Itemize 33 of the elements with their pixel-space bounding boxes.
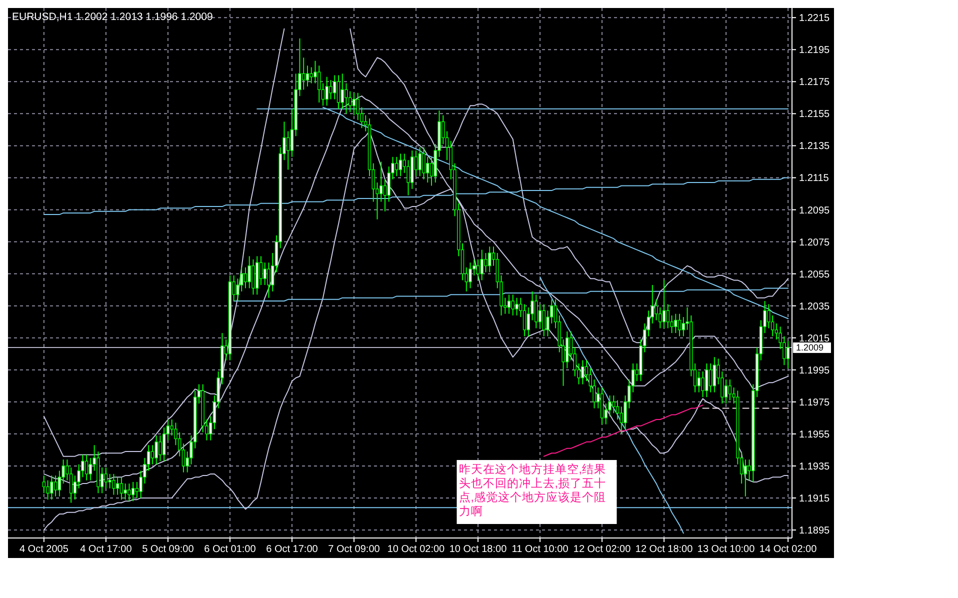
x-tick-label: 12 Oct 02:00 [573, 544, 632, 555]
y-tick-label: 1.1935 [799, 461, 830, 472]
annotation: 昨天在这个地方挂单空,结果头也不回的冲上去,损了五十点,感觉这个地方应该是个阻力啊 [458, 462, 606, 518]
x-tick-label: 11 Oct 10:00 [512, 544, 569, 555]
x-tick-label: 10 Oct 18:00 [449, 544, 508, 555]
x-tick-label: 12 Oct 18:00 [635, 544, 694, 555]
x-tick-label: 13 Oct 10:00 [697, 544, 756, 555]
y-tick-label: 1.2155 [799, 109, 830, 120]
y-tick-label: 1.1995 [799, 365, 830, 376]
x-tick-label: 14 Oct 02:00 [759, 544, 818, 555]
x-tick-label: 4 Oct 2005 [19, 544, 69, 555]
y-tick-label: 1.2035 [799, 301, 830, 312]
x-tick-label: 6 Oct 01:00 [204, 544, 256, 555]
y-tick-label: 1.2175 [799, 77, 830, 88]
y-tick-label: 1.2135 [799, 141, 830, 152]
y-tick-label: 1.2095 [799, 205, 830, 216]
y-tick-label: 1.2055 [799, 269, 830, 280]
x-tick-label: 10 Oct 02:00 [387, 544, 446, 555]
y-tick-label: 1.2115 [799, 173, 830, 184]
y-tick-label: 1.1955 [799, 429, 830, 440]
chart-title: EURUSD,H1 1.2002 1.2013 1.1996 1.2009 [12, 11, 213, 23]
y-tick-label: 1.1895 [799, 525, 830, 536]
y-tick-label: 1.1915 [799, 493, 830, 504]
ref-line-label: 1.2009 [796, 342, 824, 353]
y-tick-label: 1.2215 [799, 13, 830, 24]
y-tick-label: 1.2015 [799, 333, 830, 344]
x-tick-label: 4 Oct 17:00 [80, 544, 132, 555]
y-tick-label: 1.2075 [799, 237, 830, 248]
x-tick-label: 7 Oct 09:00 [328, 544, 380, 555]
y-tick-label: 1.1975 [799, 397, 830, 408]
y-tick-label: 1.2195 [799, 45, 830, 56]
x-tick-label: 6 Oct 17:00 [266, 544, 318, 555]
x-tick-label: 5 Oct 09:00 [142, 544, 194, 555]
